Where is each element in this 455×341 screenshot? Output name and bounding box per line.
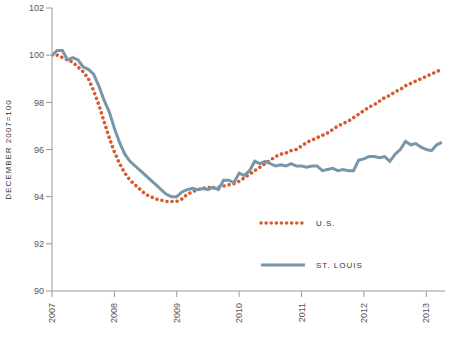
svg-text:2012: 2012 xyxy=(359,303,369,323)
svg-text:DECEMBER 2007=100: DECEMBER 2007=100 xyxy=(8,99,13,199)
svg-text:2010: 2010 xyxy=(234,303,244,323)
svg-text:102: 102 xyxy=(29,3,44,13)
svg-text:2013: 2013 xyxy=(421,303,431,323)
svg-text:2009: 2009 xyxy=(172,303,182,323)
html-text:ST. LOUIS: ST. LOUIS xyxy=(316,260,363,270)
svg-text:100: 100 xyxy=(29,50,44,60)
svg-text:90: 90 xyxy=(34,286,44,296)
svg-text:2008: 2008 xyxy=(109,303,119,323)
svg-text:96: 96 xyxy=(34,145,44,155)
html-text:U.S.: U.S. xyxy=(316,218,336,228)
svg-text:92: 92 xyxy=(34,239,44,249)
svg-text:2007: 2007 xyxy=(47,303,57,323)
svg-text:2011: 2011 xyxy=(297,303,307,322)
svg-text:94: 94 xyxy=(34,192,44,202)
svg-text:98: 98 xyxy=(34,98,44,108)
